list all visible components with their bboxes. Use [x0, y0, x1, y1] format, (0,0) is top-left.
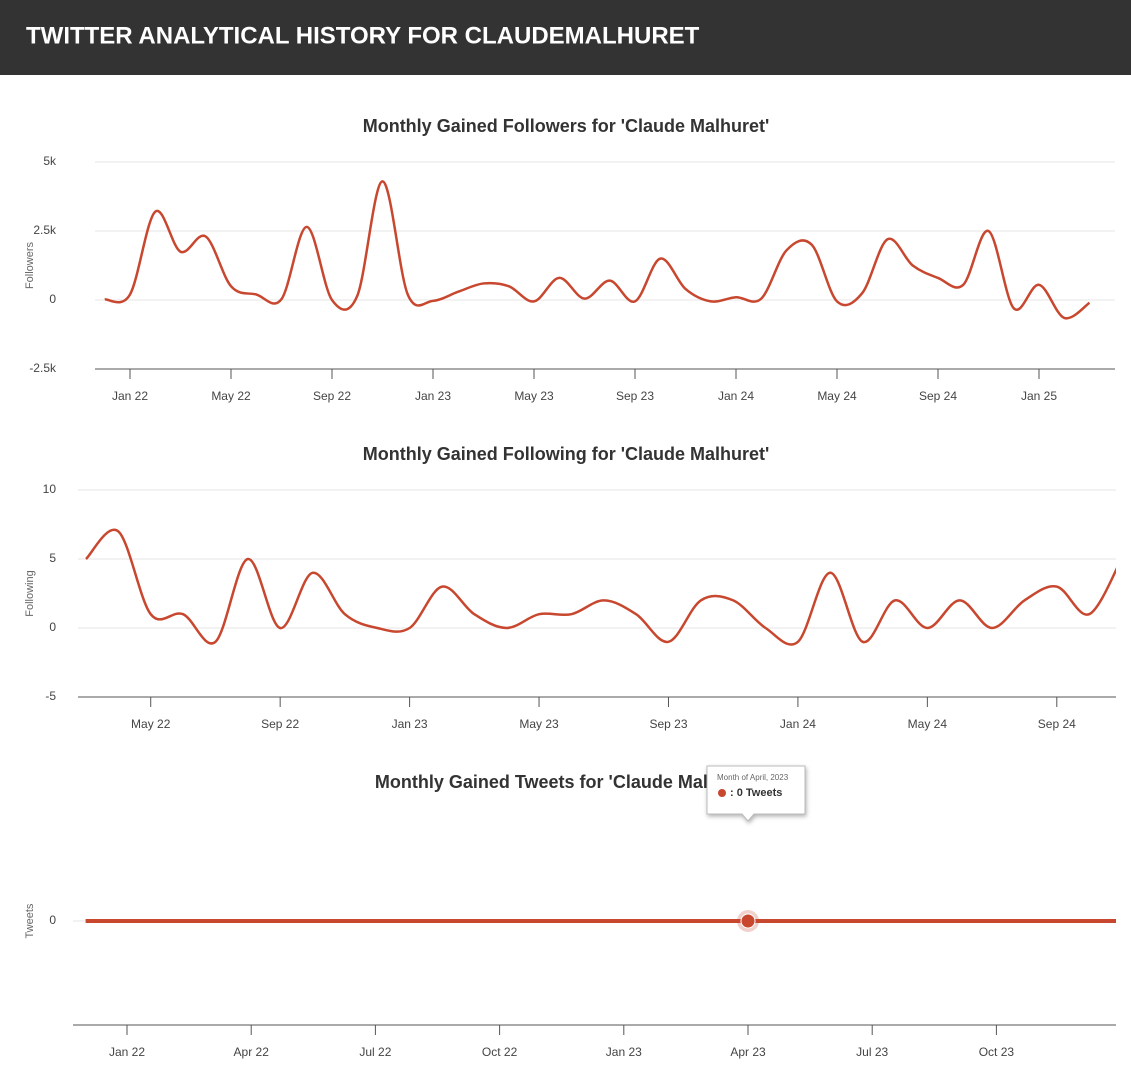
page-title: TWITTER ANALYTICAL HISTORY FOR CLAUDEMAL… — [26, 22, 700, 49]
x-tick-label: Apr 22 — [234, 1045, 270, 1059]
chart-title: Monthly Gained Followers for 'Claude Mal… — [363, 116, 770, 136]
y-axis-label: Tweets — [24, 903, 36, 938]
data-line — [85, 528, 1116, 646]
x-tick-label: Jan 23 — [606, 1045, 642, 1059]
y-tick-label: 5 — [49, 551, 56, 565]
y-tick-label: -2.5k — [29, 361, 57, 375]
x-tick-label: May 24 — [908, 717, 948, 731]
x-tick-label: Sep 24 — [1038, 717, 1076, 731]
x-tick-label: Sep 24 — [919, 389, 957, 403]
y-axis-label: Following — [24, 570, 36, 616]
x-tick-label: Apr 23 — [730, 1045, 766, 1059]
chart-title: Monthly Gained Tweets for 'Claude Malhur… — [375, 772, 757, 792]
x-tick-label: Jul 23 — [856, 1045, 888, 1059]
x-tick-label: May 22 — [211, 389, 251, 403]
y-tick-label: -5 — [45, 689, 56, 703]
x-tick-label: Oct 22 — [482, 1045, 518, 1059]
x-tick-label: Sep 22 — [261, 717, 299, 731]
highlight-point — [740, 913, 756, 929]
x-tick-label: Jan 22 — [109, 1045, 145, 1059]
tooltip-dot — [718, 789, 726, 797]
x-tick-label: Jan 22 — [112, 389, 148, 403]
y-tick-label: 5k — [43, 154, 57, 168]
tooltip-box — [706, 765, 806, 822]
y-tick-label: 2.5k — [33, 223, 57, 237]
x-tick-label: Jan 23 — [415, 389, 451, 403]
x-tick-label: Jan 23 — [392, 717, 428, 731]
chart-title: Monthly Gained Following for 'Claude Mal… — [363, 444, 770, 464]
y-tick-label: 0 — [49, 620, 56, 634]
x-tick-label: Sep 22 — [313, 389, 351, 403]
x-tick-label: Jan 25 — [1021, 389, 1057, 403]
x-tick-label: May 24 — [817, 389, 857, 403]
header-bar — [0, 0, 1131, 75]
x-tick-label: Sep 23 — [616, 389, 654, 403]
x-tick-label: Jan 24 — [718, 389, 754, 403]
tooltip-title: Month of April, 2023 — [717, 773, 789, 782]
x-tick-label: May 22 — [131, 717, 171, 731]
y-tick-label: 0 — [49, 913, 56, 927]
x-tick-label: Oct 23 — [979, 1045, 1015, 1059]
x-tick-label: Sep 23 — [649, 717, 687, 731]
x-tick-label: Jul 22 — [359, 1045, 391, 1059]
x-tick-label: Jan 24 — [780, 717, 816, 731]
data-line — [104, 180, 1091, 320]
x-tick-label: May 23 — [519, 717, 559, 731]
x-tick-label: May 23 — [514, 389, 554, 403]
tooltip-text: : 0 Tweets — [730, 787, 782, 799]
y-axis-label: Followers — [24, 241, 36, 289]
y-tick-label: 10 — [43, 482, 57, 496]
y-tick-label: 0 — [49, 292, 56, 306]
